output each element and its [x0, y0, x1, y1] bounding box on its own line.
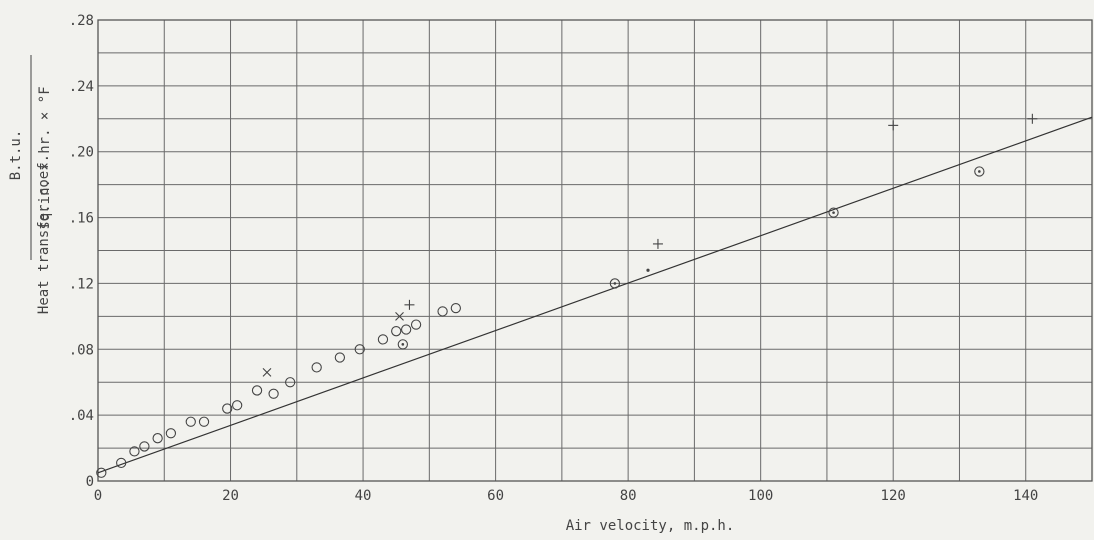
y-tick-label: .16: [69, 211, 94, 227]
data-point-circle: [251, 385, 263, 396]
data-point-circle: [198, 416, 210, 427]
data-point-circle: [268, 388, 279, 399]
y-tick-label: .08: [69, 342, 94, 358]
grid: [97, 19, 1093, 482]
y-axis-title: Heat transfer coef. B.t.u. sq.in. × hr. …: [8, 55, 53, 314]
data-point-circle: [139, 441, 150, 452]
y-axis-unit-denominator: sq.in. × hr. × °F: [37, 86, 53, 229]
data-point-circle-dot-center: [832, 211, 835, 214]
fit-line-layer: [97, 116, 1093, 474]
data-point-circle-dot-ring: [397, 339, 408, 350]
data-point-plus: [404, 299, 415, 310]
data-point-circle: [222, 403, 233, 414]
x-tick-label: 0: [94, 488, 102, 504]
data-point-x: [262, 367, 272, 377]
x-tick-label: 140: [1013, 488, 1038, 504]
x-tick-label: 60: [487, 488, 504, 504]
data-points: [96, 113, 1038, 478]
plot-frame: [97, 19, 1093, 482]
data-point-circle: [437, 306, 448, 317]
data-point-plus: [888, 120, 899, 131]
y-tick-label: .20: [69, 145, 94, 161]
data-point-plus: [1027, 113, 1038, 124]
data-point-circle-dot: [609, 278, 621, 289]
data-point-circle: [400, 324, 412, 335]
data-point-circle-dot: [974, 166, 985, 177]
x-tick-label: 80: [620, 488, 637, 504]
x-tick-label: 40: [355, 488, 372, 504]
data-point-circle: [334, 352, 346, 363]
data-point-circle: [410, 319, 422, 330]
x-axis-label: Air velocity, m.p.h.: [566, 518, 735, 534]
data-point-circle: [96, 467, 107, 478]
data-point-circle: [232, 400, 243, 411]
data-point-circle-dot-ring: [609, 278, 621, 289]
data-point-x-b: [395, 311, 404, 321]
tick-labels: 0 20 40 60 80 100 120 140 0 .04 .08 .12 .16 .20 .24 .28: [69, 13, 1039, 504]
y-tick-label: .28: [69, 13, 94, 29]
data-point-circle-dot-center: [401, 343, 405, 346]
y-axis-label-prefix: Heat transfer coef.: [36, 154, 52, 314]
data-point-x: [395, 311, 404, 321]
data-point-circle-dot-center: [613, 282, 617, 285]
x-tick-label: 20: [222, 488, 239, 504]
data-point-circle-dot: [397, 339, 408, 350]
data-point-circle-dot-ring: [828, 207, 839, 218]
data-point-dot: [646, 268, 650, 272]
y-axis-unit-numerator: B.t.u.: [8, 130, 24, 181]
data-point-circle: [391, 326, 402, 337]
data-point-circle: [354, 344, 365, 355]
data-point-circle: [450, 302, 461, 314]
y-tick-label: 0: [86, 474, 94, 490]
data-point-circle: [377, 334, 389, 345]
data-point-circle-dot: [828, 207, 839, 218]
fit-line: [97, 116, 1093, 474]
data-point-circle: [185, 416, 196, 427]
y-tick-label: .12: [69, 276, 94, 292]
data-point-circle: [116, 457, 127, 469]
data-point-circle: [165, 428, 177, 439]
data-point-circle: [311, 362, 322, 373]
x-tick-label: 120: [881, 488, 906, 504]
data-point-x-b: [262, 367, 272, 377]
y-tick-label: .04: [69, 408, 94, 424]
x-tick-label: 100: [748, 488, 773, 504]
y-tick-label: .24: [69, 79, 94, 95]
data-point-circle: [285, 377, 296, 388]
data-point-circle-dot-ring: [974, 166, 985, 177]
data-point-circle: [129, 446, 140, 457]
data-point-circle: [152, 433, 163, 444]
data-point-plus: [652, 238, 663, 249]
data-point-circle-dot-center: [978, 170, 981, 173]
